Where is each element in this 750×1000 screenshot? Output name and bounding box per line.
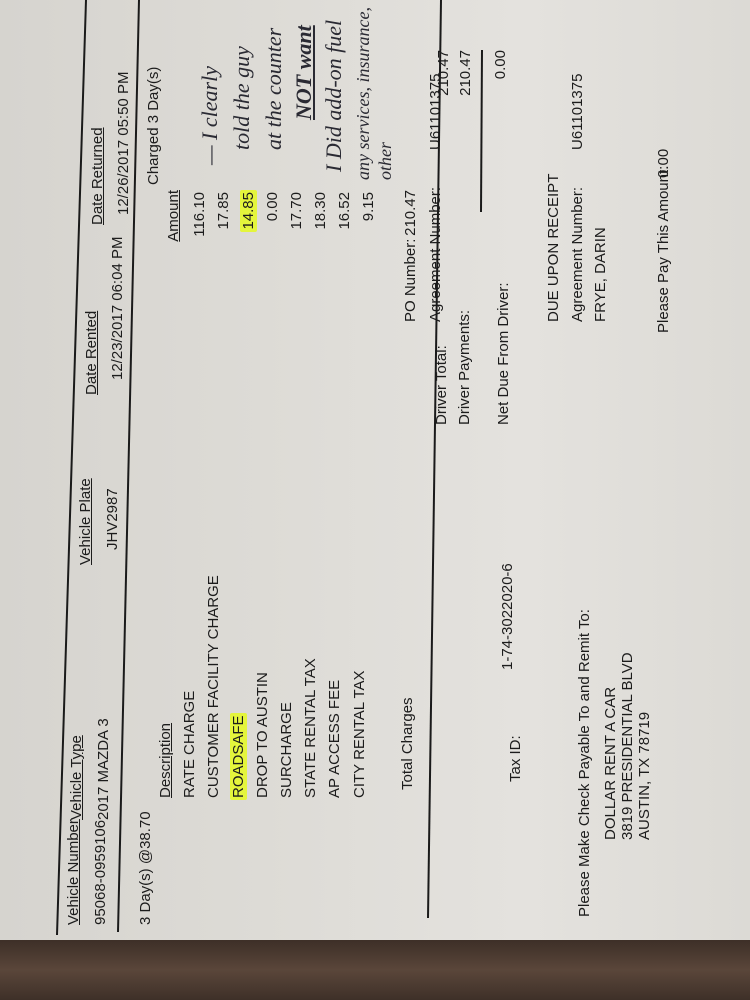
date-rented: 12/23/2017 06:04 PM [109, 236, 126, 380]
charge-amount-highlighted: 14.85 [240, 190, 257, 232]
net-due-rule [480, 49, 483, 213]
totals-rule [427, 0, 442, 919]
charge-amount: 16.52 [336, 192, 353, 230]
tax-id: 1-74-3022020-6 [499, 563, 516, 670]
customer-name: FRYE, DARIN [592, 227, 609, 322]
remit-instruction: Please Make Check Payable To and Remit T… [576, 609, 593, 917]
charge-description: DROP TO AUSTIN [254, 672, 271, 798]
top-rule [56, 0, 87, 936]
handwritten-note-line: told the guy [229, 46, 254, 150]
vehicle-number-header: Vehicle Number [65, 819, 82, 925]
remit-city: AUSTIN, TX 78719 [636, 711, 653, 840]
vehicle-number: 95068-0959106 [92, 819, 109, 925]
driver-payments: 210.47 [457, 50, 474, 96]
charge-description: STATE RENTAL TAX [302, 658, 319, 798]
description-header: Description [157, 722, 174, 798]
charge-amount: 18.30 [312, 192, 329, 230]
total-charges-label: Total Charges [399, 697, 416, 790]
vehicle-type-header: Vehicle Type [68, 735, 85, 820]
date-rented-header: Date Rented [83, 310, 100, 395]
handwritten-note-line: — I clearly [197, 66, 222, 165]
date-returned: 12/26/2017 05:50 PM [115, 71, 132, 215]
charge-description-highlighted: ROADSAFE [230, 713, 247, 800]
handwritten-note-line: at the counter [261, 27, 286, 150]
date-returned-header: Date Returned [89, 127, 106, 225]
charge-description: AP ACCESS FEE [326, 679, 343, 798]
charge-amount: 9.15 [360, 192, 377, 222]
po-number-label: PO Number: [402, 238, 419, 322]
footer-agreement-number: U61101375 [569, 73, 586, 150]
remit-name: DOLLAR RENT A CAR [602, 686, 619, 840]
vehicle-rule [117, 0, 140, 933]
table-surface [0, 940, 750, 1000]
pay-amount-label: Please Pay This Amount: [655, 165, 672, 333]
handwritten-note-line: NOT want [291, 25, 316, 120]
handwritten-note-line: I Did add-on fuel [321, 19, 346, 172]
amount-header: Amount [165, 190, 182, 242]
days-rate: 3 Day(s) @38.70 [137, 811, 154, 925]
charge-amount: 116.10 [191, 192, 208, 237]
vehicle-plate: JHV2987 [104, 488, 121, 550]
vehicle-type: 2017 MAZDA 3 [95, 718, 112, 820]
vehicle-plate-header: Vehicle Plate [77, 478, 94, 565]
charge-amount: 17.85 [215, 192, 232, 230]
handwritten-note-line: any services, insurance, other [353, 7, 395, 180]
driver-total: 210.47 [435, 50, 452, 96]
charged-days: Charged 3 Day(s) [145, 66, 162, 185]
charge-amount: 17.70 [288, 192, 305, 230]
charge-description: CUSTOMER FACILITY CHARGE [205, 575, 222, 798]
pay-amount: 0.00 [655, 148, 672, 178]
driver-total-label: Driver Total: [433, 345, 450, 425]
tax-id-label: Tax ID: [507, 735, 524, 782]
remit-street: 3819 PRESIDENTIAL BLVD [619, 652, 636, 840]
due-upon-receipt: DUE UPON RECEIPT [545, 173, 562, 322]
total-charges: 210.47 [402, 190, 419, 236]
charge-description: RATE CHARGE [181, 690, 198, 798]
charge-description: SURCHARGE [278, 702, 295, 798]
footer-agreement-number-label: Agreement Number: [569, 186, 586, 322]
net-due-label: Net Due From Driver: [495, 282, 512, 425]
net-due: 0.00 [492, 50, 509, 80]
driver-payments-label: Driver Payments: [456, 309, 473, 425]
agreement-number-label: Agreement Number: [427, 186, 444, 322]
charge-description: CITY RENTAL TAX [351, 670, 368, 798]
charge-amount: 0.00 [264, 192, 281, 222]
